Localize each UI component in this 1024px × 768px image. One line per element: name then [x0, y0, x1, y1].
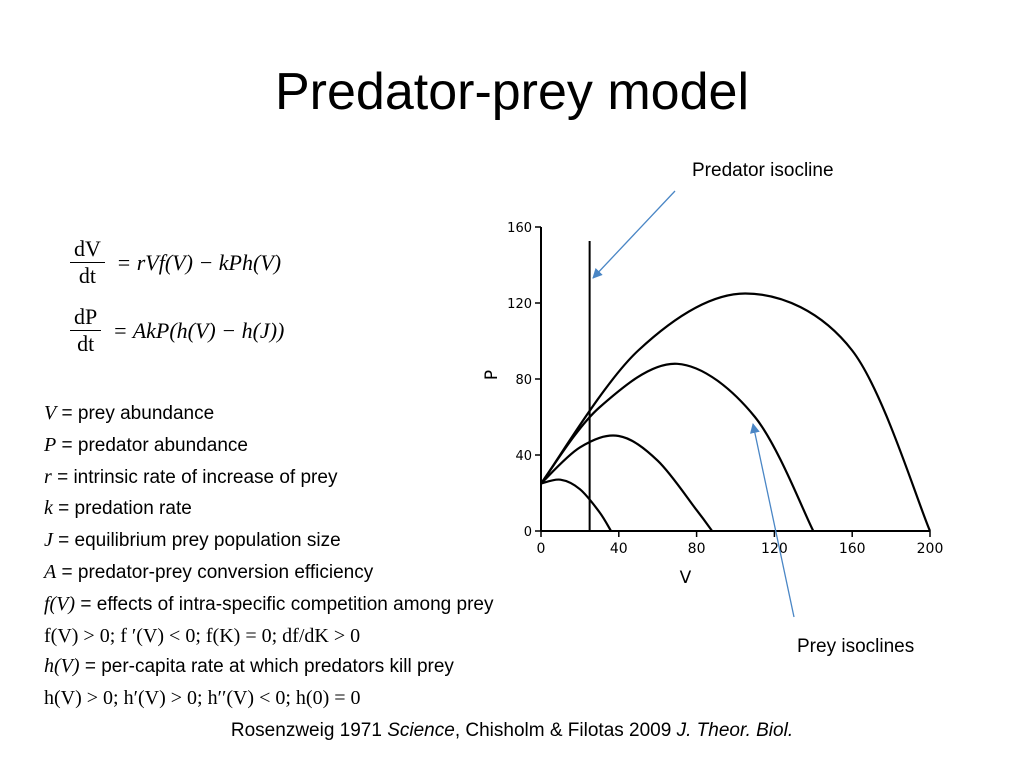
definition-text: = predation rate	[52, 498, 192, 520]
fraction-numerator: dP	[70, 304, 102, 331]
citation-part1: Rosenzweig 1971	[230, 720, 388, 741]
x-tick-label: 120	[761, 541, 788, 557]
definition-item: k = predation rate	[44, 493, 493, 525]
y-tick-label: 0	[524, 525, 532, 540]
math-condition-h: h(V) > 0; h′(V) > 0; h′′(V) < 0; h(0) = …	[44, 687, 361, 710]
derivative-fraction: dV dt	[70, 236, 105, 289]
equation-rhs: = AkP(h(V) − h(J))	[112, 317, 285, 343]
prey-isoclines-label: Prey isoclines	[797, 636, 915, 657]
prey-isocline-arrow	[749, 423, 795, 618]
y-tick-label: 40	[515, 449, 532, 464]
x-tick-label: 40	[610, 541, 628, 557]
derivative-fraction: dP dt	[70, 304, 102, 357]
x-tick-label: 160	[839, 541, 866, 557]
x-tick-label: 0	[537, 541, 546, 557]
citation-journal1: Science	[387, 720, 455, 741]
x-axis-label: V	[680, 568, 692, 588]
definition-text: = prey abundance	[56, 403, 215, 424]
definition-symbol: h(V)	[44, 655, 80, 678]
definition-text: = effects of intra-specific competition …	[75, 593, 494, 615]
definition-item: P = predator abundance	[44, 430, 493, 462]
x-tick-label: 200	[917, 541, 944, 557]
definition-text: = per-capita rate at which predators kil…	[79, 656, 454, 678]
prey-equation: dV dt = rVf(V) − kPh(V)	[70, 236, 281, 289]
citation-part2: , Chisholm & Filotas 2009	[454, 720, 677, 741]
y-axis-label: P	[482, 370, 502, 380]
definition-item: f(V) = effects of intra-specific competi…	[44, 589, 493, 621]
definition-item: J = equilibrium prey population size	[44, 525, 493, 557]
prey-isocline-1	[540, 478, 612, 532]
definition-symbol: J	[44, 529, 53, 552]
definition-symbol: A	[44, 560, 57, 583]
definition-symbol: V	[44, 402, 57, 424]
definition-text: = equilibrium prey population size	[52, 530, 341, 552]
slide-title: Predator-prey model	[275, 63, 749, 121]
citation-journal2: J. Theor. Biol.	[676, 720, 794, 741]
fraction-denominator: dt	[77, 331, 95, 356]
definition-symbol: f(V)	[44, 592, 76, 615]
definition-item: r = intrinsic rate of increase of prey	[44, 462, 493, 494]
definition-item: A = predator-prey conversion efficiency	[44, 557, 493, 589]
definition-text: = predator-prey conversion efficiency	[56, 561, 374, 583]
definition-text: = intrinsic rate of increase of prey	[51, 466, 338, 488]
prey-isocline-4	[540, 292, 932, 532]
predator-isocline-arrow	[592, 190, 676, 279]
x-tick-label: 80	[688, 541, 706, 557]
definition-symbol: r	[44, 465, 52, 488]
fraction-denominator: dt	[78, 263, 96, 288]
predator-isocline-label: Predator isocline	[692, 160, 834, 181]
definitions-list: V = prey abundance P = predator abundanc…	[44, 398, 493, 714]
definition-symbol: k	[44, 497, 53, 520]
y-tick-label: 160	[507, 221, 532, 236]
definition-text: = predator abundance	[56, 434, 248, 456]
citation: Rosenzweig 1971 Science, Chisholm & Filo…	[0, 720, 1024, 742]
predator-equation: dP dt = AkP(h(V) − h(J))	[70, 304, 284, 357]
definition-item: V = prey abundance	[44, 398, 493, 430]
fraction-numerator: dV	[70, 236, 105, 263]
definition-symbol: P	[44, 433, 57, 456]
definition-item: h(V) = per-capita rate at which predator…	[44, 651, 493, 683]
y-tick-label: 120	[507, 297, 532, 312]
math-condition-f: f(V) > 0; f ′(V) < 0; f(K) = 0; df/dK > …	[44, 624, 361, 647]
prey-isocline-2	[540, 434, 714, 532]
equation-rhs: = rVf(V) − kPh(V)	[116, 249, 282, 275]
y-tick-label: 80	[515, 373, 532, 388]
prey-isocline-3	[540, 362, 815, 532]
